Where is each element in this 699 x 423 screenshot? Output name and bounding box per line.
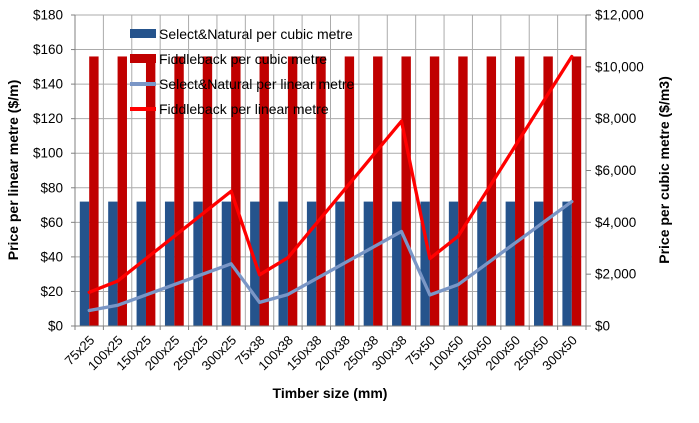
left-tick-label: $40	[40, 249, 63, 264]
bar-fiddleback	[543, 56, 553, 326]
left-tick-label: $0	[48, 319, 63, 334]
left-tick-label: $20	[40, 284, 63, 299]
right-tick-label: $0	[595, 319, 610, 334]
legend-label: Fiddleback per cubic metre	[159, 50, 328, 67]
bar-fiddleback	[401, 56, 411, 326]
bar-fiddleback	[344, 56, 355, 326]
bar-fiddleback	[486, 56, 497, 326]
x-axis-title: Timber size (mm)	[273, 385, 388, 401]
right-tick-label: $6,000	[595, 163, 636, 178]
bar-fiddleback	[202, 56, 213, 326]
legend-entry-fiddleback-cubic: Fiddleback per cubic metre	[130, 46, 354, 71]
bar-select-natural	[477, 201, 487, 326]
bar-fiddleback	[515, 56, 525, 326]
bar-fiddleback	[259, 56, 269, 326]
right-tick-label: $2,000	[595, 267, 636, 282]
bar-fiddleback	[117, 56, 127, 326]
bar-select-natural	[562, 201, 572, 326]
legend-entry-select-natural-cubic: Select&Natural per cubic metre	[130, 21, 354, 46]
left-tick-label: $140	[33, 77, 63, 92]
right-tick-label: $4,000	[595, 215, 636, 230]
legend-label: Fiddleback per linear metre	[159, 100, 329, 117]
left-tick-label: $180	[33, 8, 63, 23]
legend-swatch-bar-blue	[130, 29, 156, 38]
bar-fiddleback	[287, 56, 298, 326]
bar-select-natural	[278, 201, 288, 326]
legend-entry-fiddleback-linear: Fiddleback per linear metre	[130, 96, 354, 121]
bar-fiddleback	[373, 56, 383, 326]
right-tick-label: $12,000	[595, 8, 644, 23]
legend-swatch-bar-red	[130, 54, 156, 63]
left-tick-label: $60	[40, 215, 63, 230]
bar-fiddleback	[231, 56, 241, 326]
bar-select-natural	[420, 201, 430, 326]
legend-label: Select&Natural per cubic metre	[159, 25, 353, 42]
left-tick-label: $120	[33, 111, 63, 126]
legend-swatch-line-red	[130, 106, 156, 111]
bar-select-natural	[448, 201, 459, 326]
legend-entry-select-natural-linear: Select&Natural per linear metre	[130, 71, 354, 96]
bar-select-natural	[392, 201, 402, 326]
left-tick-label: $100	[33, 146, 63, 161]
legend-swatch-line-blue	[130, 81, 156, 86]
left-tick-label: $80	[40, 180, 63, 195]
right-axis-title: Price per cubic metre ($/m3)	[656, 76, 672, 264]
axis-lines-and-ticks	[71, 14, 591, 330]
bar-fiddleback	[571, 56, 582, 326]
bar-fiddleback	[174, 56, 184, 326]
bar-select-natural	[79, 201, 90, 326]
line-fiddleback	[87, 54, 574, 294]
bar-select-natural	[505, 201, 516, 326]
bar-fiddleback	[458, 56, 468, 326]
bar-fiddleback	[429, 56, 440, 326]
bar-fiddleback	[316, 56, 326, 326]
legend-label: Select&Natural per linear metre	[159, 75, 355, 92]
bar-select-natural	[363, 201, 374, 326]
bar-select-natural	[164, 201, 175, 326]
line-series	[87, 54, 574, 313]
bar-select-natural	[534, 201, 544, 326]
left-axis-title: Price per linear metre ($/m)	[5, 80, 21, 261]
bar-series	[79, 56, 582, 326]
line-select-natural	[87, 199, 574, 313]
right-tick-label: $10,000	[595, 59, 644, 74]
chart-legend: Select&Natural per cubic metre Fiddlebac…	[130, 21, 354, 121]
right-tick-label: $8,000	[595, 111, 636, 126]
bar-fiddleback	[89, 56, 99, 326]
bar-select-natural	[193, 201, 203, 326]
bar-select-natural	[306, 201, 317, 326]
bar-fiddleback	[145, 56, 156, 326]
left-tick-label: $160	[33, 42, 63, 57]
bar-select-natural	[108, 201, 118, 326]
